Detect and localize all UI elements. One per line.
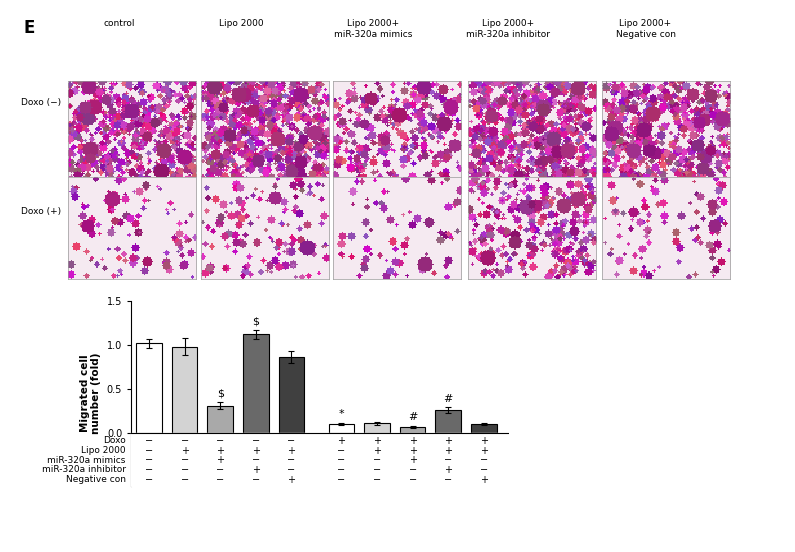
Text: $: $ bbox=[252, 316, 259, 326]
Text: Negative con: Negative con bbox=[66, 475, 126, 484]
Text: +: + bbox=[480, 436, 488, 446]
Text: +: + bbox=[337, 436, 345, 446]
Text: +: + bbox=[216, 455, 224, 465]
Text: E: E bbox=[24, 19, 35, 37]
Text: miR-320a mimics: miR-320a mimics bbox=[48, 456, 126, 465]
Text: −: − bbox=[409, 465, 417, 475]
Text: +: + bbox=[180, 445, 188, 455]
Text: +: + bbox=[444, 465, 452, 475]
Text: −: − bbox=[288, 455, 296, 465]
Text: −: − bbox=[337, 475, 345, 485]
Bar bbox=[131, 433, 509, 486]
Text: −: − bbox=[145, 475, 153, 485]
Text: +: + bbox=[480, 475, 488, 485]
Text: −: − bbox=[180, 455, 188, 465]
Bar bbox=[207, 406, 233, 433]
Text: Lipo 2000+
miR-320a inhibitor: Lipo 2000+ miR-320a inhibitor bbox=[466, 19, 550, 39]
Text: −: − bbox=[145, 465, 153, 475]
Text: +: + bbox=[409, 455, 417, 465]
Bar bbox=[243, 335, 269, 433]
Text: −: − bbox=[252, 455, 260, 465]
Text: Lipo 2000: Lipo 2000 bbox=[81, 446, 126, 455]
Text: +: + bbox=[252, 465, 260, 475]
Bar bbox=[471, 424, 497, 433]
Y-axis label: Migrated cell
number (fold): Migrated cell number (fold) bbox=[80, 353, 101, 434]
Text: −: − bbox=[480, 465, 488, 475]
Text: −: − bbox=[216, 436, 224, 446]
Bar bbox=[172, 347, 197, 433]
Text: −: − bbox=[409, 475, 417, 485]
Text: −: − bbox=[288, 465, 296, 475]
Text: −: − bbox=[337, 455, 345, 465]
Text: Lipo 2000+
Negative con: Lipo 2000+ Negative con bbox=[615, 19, 676, 39]
Text: *: * bbox=[339, 409, 344, 420]
Text: −: − bbox=[373, 455, 381, 465]
Bar bbox=[400, 427, 425, 433]
Text: −: − bbox=[444, 455, 452, 465]
Text: −: − bbox=[373, 475, 381, 485]
Text: +: + bbox=[288, 475, 296, 485]
Bar bbox=[328, 424, 355, 433]
Text: #: # bbox=[444, 394, 453, 404]
Text: −: − bbox=[145, 445, 153, 455]
Text: #: # bbox=[408, 412, 417, 422]
Text: control: control bbox=[103, 19, 134, 28]
Text: −: − bbox=[288, 436, 296, 446]
Bar bbox=[279, 357, 304, 433]
Text: +: + bbox=[444, 445, 452, 455]
Text: −: − bbox=[444, 475, 452, 485]
Text: Doxo (−): Doxo (−) bbox=[21, 98, 61, 107]
Text: −: − bbox=[337, 465, 345, 475]
Text: +: + bbox=[216, 445, 224, 455]
Bar bbox=[436, 410, 461, 433]
Text: Lipo 2000: Lipo 2000 bbox=[219, 19, 263, 28]
Text: −: − bbox=[145, 455, 153, 465]
Text: +: + bbox=[373, 436, 381, 446]
Bar bbox=[364, 423, 390, 433]
Text: +: + bbox=[373, 445, 381, 455]
Text: $: $ bbox=[217, 389, 223, 399]
Text: −: − bbox=[180, 436, 188, 446]
Text: Doxo: Doxo bbox=[103, 436, 126, 445]
Text: −: − bbox=[180, 475, 188, 485]
Text: −: − bbox=[216, 465, 224, 475]
Text: −: − bbox=[180, 465, 188, 475]
Text: −: − bbox=[337, 445, 345, 455]
Text: −: − bbox=[373, 465, 381, 475]
Text: +: + bbox=[409, 445, 417, 455]
Text: +: + bbox=[444, 436, 452, 446]
Text: −: − bbox=[480, 455, 488, 465]
Text: +: + bbox=[252, 445, 260, 455]
Text: −: − bbox=[216, 475, 224, 485]
Text: −: − bbox=[252, 475, 260, 485]
Text: −: − bbox=[252, 436, 260, 446]
Text: Lipo 2000+
miR-320a mimics: Lipo 2000+ miR-320a mimics bbox=[334, 19, 413, 39]
Text: +: + bbox=[288, 445, 296, 455]
Text: +: + bbox=[480, 445, 488, 455]
Text: Doxo (+): Doxo (+) bbox=[21, 208, 61, 216]
Text: −: − bbox=[145, 436, 153, 446]
Text: +: + bbox=[409, 436, 417, 446]
Bar bbox=[136, 343, 162, 433]
Text: miR-320a inhibitor: miR-320a inhibitor bbox=[42, 465, 126, 474]
